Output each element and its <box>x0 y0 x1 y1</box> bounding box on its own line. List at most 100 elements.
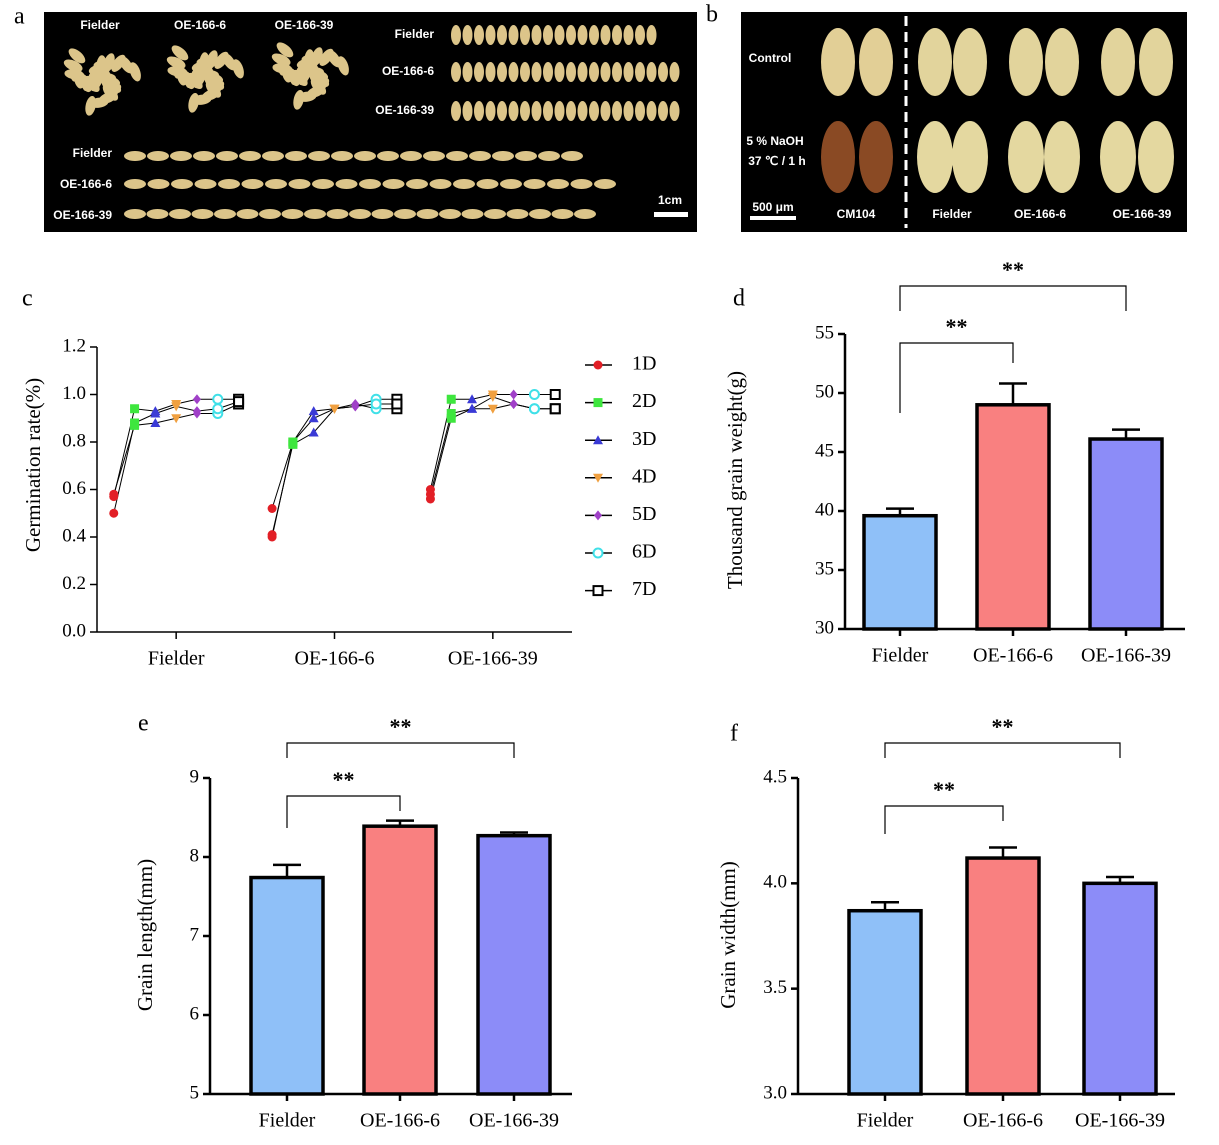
point <box>528 389 540 400</box>
grain <box>646 62 657 82</box>
grain <box>308 151 330 161</box>
grain <box>508 101 519 121</box>
grain <box>508 25 519 45</box>
grain <box>1139 28 1173 96</box>
x-tick-label: OE-166-6 <box>360 1110 440 1132</box>
point <box>171 402 182 412</box>
point <box>130 418 140 428</box>
grain <box>278 55 289 76</box>
grain <box>531 62 542 82</box>
grain <box>259 209 281 219</box>
grain <box>554 25 565 45</box>
bar <box>975 403 1051 631</box>
grain <box>462 25 473 45</box>
grain <box>531 25 542 45</box>
bar <box>1088 437 1164 631</box>
grain <box>304 209 326 219</box>
grain <box>203 65 214 86</box>
grain <box>515 151 537 161</box>
grain <box>577 101 588 121</box>
y-tick-label: 0.0 <box>62 620 86 641</box>
x-tick-label: OE-166-39 <box>448 648 538 670</box>
photo-label: OE-166-6 <box>1014 207 1066 221</box>
grain <box>301 54 322 65</box>
grain <box>474 101 484 121</box>
grain <box>147 151 169 161</box>
x-tick-label: OE-166-6 <box>295 648 375 670</box>
grain <box>859 121 893 193</box>
grain <box>600 62 611 82</box>
y-axis-label: Germination rate(%) <box>21 378 45 552</box>
grain <box>566 62 576 82</box>
grain <box>574 209 596 219</box>
point <box>308 413 319 423</box>
grain <box>1008 121 1044 193</box>
photo-label: OE-166-39 <box>53 208 112 222</box>
grain <box>566 25 576 45</box>
point <box>109 489 119 499</box>
point <box>212 403 224 415</box>
y-tick-label: 40 <box>815 499 834 520</box>
point <box>446 394 456 404</box>
panel-letter: b <box>706 2 718 28</box>
grain <box>600 101 611 121</box>
grain <box>635 62 645 82</box>
point <box>487 404 498 414</box>
significance-bracket <box>899 342 1014 413</box>
y-tick-label: 0.4 <box>62 525 86 546</box>
grain <box>485 62 496 82</box>
significance-label: ** <box>933 777 955 802</box>
point <box>370 398 382 410</box>
grain <box>543 101 553 121</box>
grain <box>377 151 399 161</box>
grain <box>236 209 259 219</box>
y-tick-label: 3.5 <box>763 977 787 998</box>
grain <box>538 151 560 161</box>
photo-a <box>44 12 697 232</box>
point <box>109 508 119 518</box>
grain <box>205 81 222 98</box>
photo-label: OE-166-39 <box>275 18 334 32</box>
grain <box>276 42 294 58</box>
photo-label: Fielder <box>932 207 972 221</box>
significance-bracket <box>286 742 515 758</box>
point <box>351 401 360 412</box>
point <box>446 413 456 423</box>
photo-label: Fielder <box>395 27 435 41</box>
legend-label: 2D <box>632 390 656 412</box>
y-axis-label: Thousand grain weight(g) <box>723 371 747 589</box>
legend-label: 1D <box>632 353 656 375</box>
photo-label: OE-166-6 <box>60 177 112 191</box>
y-tick-label: 0.8 <box>62 430 86 451</box>
significance-bracket <box>286 795 401 828</box>
grain <box>612 25 622 45</box>
point <box>446 409 456 418</box>
bar <box>847 908 923 1096</box>
point <box>130 404 140 414</box>
significance-label: ** <box>992 714 1014 739</box>
grain <box>171 179 193 189</box>
photo-label: Fielder <box>80 18 120 32</box>
legend-marker <box>594 510 602 521</box>
point <box>192 406 201 417</box>
point <box>329 404 340 414</box>
grain <box>281 209 304 219</box>
grain <box>859 28 893 96</box>
point <box>509 399 518 409</box>
legend-marker <box>593 473 603 483</box>
grain <box>635 101 645 121</box>
legend-marker <box>592 547 604 559</box>
panel-letter: f <box>730 721 738 747</box>
grain <box>612 62 622 82</box>
grain <box>1045 28 1079 96</box>
y-tick-label: 0.2 <box>62 573 86 594</box>
grain <box>529 209 551 219</box>
grain <box>1044 121 1080 193</box>
grain <box>577 25 588 45</box>
y-tick-label: 45 <box>815 440 834 461</box>
photo-label: 37 ℃ / 1 h <box>748 154 806 168</box>
grain <box>451 25 461 45</box>
grain <box>451 62 461 82</box>
